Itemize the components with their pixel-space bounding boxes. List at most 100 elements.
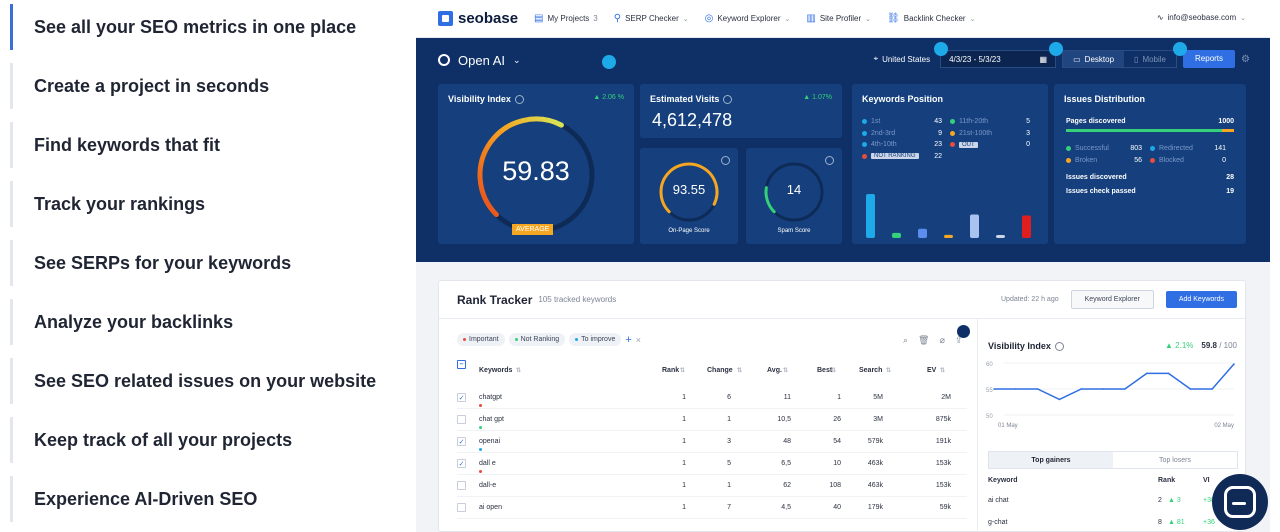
row-tag-dot	[479, 426, 482, 429]
feature-item[interactable]: Experience AI-Driven SEO	[10, 476, 390, 522]
vi-point	[1233, 363, 1235, 365]
hint-dot[interactable]	[1049, 42, 1063, 56]
sort-icon[interactable]: ⇅	[737, 368, 743, 374]
date-range-value: 4/3/23 - 5/3/23	[949, 54, 1001, 64]
hint-dot[interactable]	[1173, 42, 1187, 56]
feature-item[interactable]: Create a project in seconds	[10, 63, 390, 109]
gainer-kw: g-chat	[988, 519, 1008, 526]
feature-item[interactable]: See SERPs for your keywords	[10, 240, 390, 286]
cell-kw: openai	[479, 438, 501, 445]
table-row[interactable]: ✓ chatgpt 1 6 11 1 5M 2M	[457, 387, 967, 409]
feature-label: Find keywords that fit	[34, 134, 221, 155]
filter-chip[interactable]: Not Ranking	[508, 333, 566, 346]
info-icon[interactable]	[723, 94, 733, 104]
kwpos-value: 5	[1026, 118, 1030, 126]
feature-item[interactable]: Track your rankings	[10, 181, 390, 227]
column-header[interactable]: Best	[817, 367, 833, 374]
row-checkbox[interactable]	[457, 497, 466, 518]
location-selector[interactable]: ⌖ United States	[874, 54, 931, 64]
spam-gauge-arc	[764, 186, 776, 214]
column-header[interactable]: Keywords	[479, 367, 513, 374]
hint-dot[interactable]	[602, 55, 616, 69]
table-row[interactable]: dall-e 1 1 62 108 463k 153k	[457, 475, 967, 497]
onpage-gauge	[659, 162, 719, 222]
nav-serp-checker[interactable]: ⚲ SERP Checker ⌄	[614, 13, 689, 24]
column-header[interactable]: Avg.	[767, 367, 782, 374]
project-selector[interactable]: Open AI ⌄	[438, 53, 521, 68]
hint-dot[interactable]	[934, 42, 948, 56]
column-header[interactable]: Rank	[662, 367, 680, 374]
feature-item[interactable]: Analyze your backlinks	[10, 299, 390, 345]
tab-top-gainers[interactable]: Top gainers	[989, 452, 1113, 468]
add-keywords-button[interactable]: Add Keywords	[1165, 291, 1237, 308]
column-header[interactable]: Search	[859, 367, 883, 374]
tag-icon[interactable]: ⌀	[939, 335, 945, 345]
row-checkbox[interactable]: ✓	[457, 387, 466, 408]
kwpos-row: 1st 43 11th-20th 5	[862, 116, 1038, 128]
mobile-button[interactable]: ▯ Mobile	[1124, 51, 1176, 67]
gainers-col-vi: VI	[1203, 477, 1210, 484]
trash-icon[interactable]: 🗑	[918, 335, 930, 345]
brand-logo[interactable]: seobase	[438, 10, 518, 27]
info-icon[interactable]	[1054, 341, 1064, 351]
feature-item[interactable]: Keep track of all your projects	[10, 417, 390, 463]
cell-kw: chatgpt	[479, 394, 502, 401]
reports-button[interactable]: Reports	[1183, 50, 1236, 68]
sort-icon[interactable]: ⇅	[783, 368, 789, 374]
issues-discovered-value: 28	[1226, 173, 1234, 181]
feature-label: Experience AI-Driven SEO	[34, 488, 258, 509]
issues-cell: Successful 803	[1066, 145, 1150, 152]
filter-label: To improve	[581, 336, 616, 343]
row-checkbox[interactable]	[457, 475, 466, 496]
row-checkbox[interactable]: ✓	[457, 453, 466, 474]
kwpos-label: 1st	[862, 118, 880, 125]
gainer-vi: +36	[1203, 519, 1215, 526]
feature-item[interactable]: See all your SEO metrics in one place	[10, 4, 390, 50]
export-icon[interactable]: ⇪	[955, 325, 970, 346]
tab-top-losers[interactable]: Top losers	[1159, 456, 1191, 464]
settings-gear-icon[interactable]: ⚙	[1241, 53, 1250, 65]
sort-icon[interactable]: ⇅	[831, 368, 837, 374]
date-range-picker[interactable]: 4/3/23 - 5/3/23 ▦	[940, 50, 1057, 68]
info-icon[interactable]	[514, 94, 524, 104]
kwpos-label: NOT RANKING	[862, 153, 919, 160]
add-filter-icon[interactable]: +	[625, 333, 632, 346]
cell-search: 179k	[867, 504, 883, 511]
nav-site-profiler[interactable]: ▥ Site Profiler ⌄	[806, 13, 871, 24]
cell-avg: 6,5	[781, 460, 791, 467]
row-checkbox[interactable]	[457, 409, 466, 430]
gainer-rank: 2	[1158, 497, 1162, 504]
table-row[interactable]: chat gpt 1 1 10,5 26 3M 875k	[457, 409, 967, 431]
info-icon[interactable]	[721, 156, 730, 165]
feature-item[interactable]: See SEO related issues on your website	[10, 358, 390, 404]
filter-chip[interactable]: Important	[457, 333, 505, 346]
desktop-button[interactable]: ▭ Desktop	[1063, 51, 1125, 67]
nav-my-projects[interactable]: ▤ My Projects 3	[534, 13, 598, 24]
account-menu[interactable]: ∿ info@seobase.com ⌄	[1157, 13, 1246, 22]
table-row[interactable]: ✓ openai 1 3 48 54 579k 191k	[457, 431, 967, 453]
vi-title: Visibility Index	[988, 341, 1064, 351]
feature-item[interactable]: Find keywords that fit	[10, 122, 390, 168]
vi-point	[1102, 388, 1104, 390]
cell-avg: 10,5	[777, 416, 791, 423]
keyword-explorer-button[interactable]: Keyword Explorer	[1070, 290, 1154, 309]
sort-icon[interactable]: ⇅	[680, 368, 686, 374]
column-header[interactable]: EV	[927, 367, 937, 374]
table-row[interactable]: ai open 1 7 4,5 40 179k 59k	[457, 497, 967, 519]
search-icon[interactable]: ⌕	[903, 335, 909, 345]
filter-chip[interactable]: To improve	[569, 333, 622, 346]
cell-best: 26	[833, 416, 841, 423]
chat-launcher[interactable]	[1212, 474, 1268, 530]
sort-icon[interactable]: ⇅	[516, 368, 522, 374]
sort-icon[interactable]: ⇅	[886, 368, 892, 374]
column-header[interactable]: Change	[707, 367, 733, 374]
hint-dot[interactable]	[956, 325, 970, 338]
clear-filter-icon[interactable]: ×	[635, 334, 642, 345]
sort-icon[interactable]: ⇅	[940, 368, 946, 374]
nav-keyword-explorer[interactable]: ◎ Keyword Explorer ⌄	[705, 13, 791, 24]
table-row[interactable]: ✓ dall e 1 5 6,5 10 463k 153k	[457, 453, 967, 475]
nav-backlink-checker[interactable]: ⛓ Backlink Checker ⌄	[887, 13, 975, 24]
row-checkbox[interactable]: ✓	[457, 431, 466, 452]
info-icon[interactable]	[825, 156, 834, 165]
checkbox: ✓	[457, 459, 466, 468]
